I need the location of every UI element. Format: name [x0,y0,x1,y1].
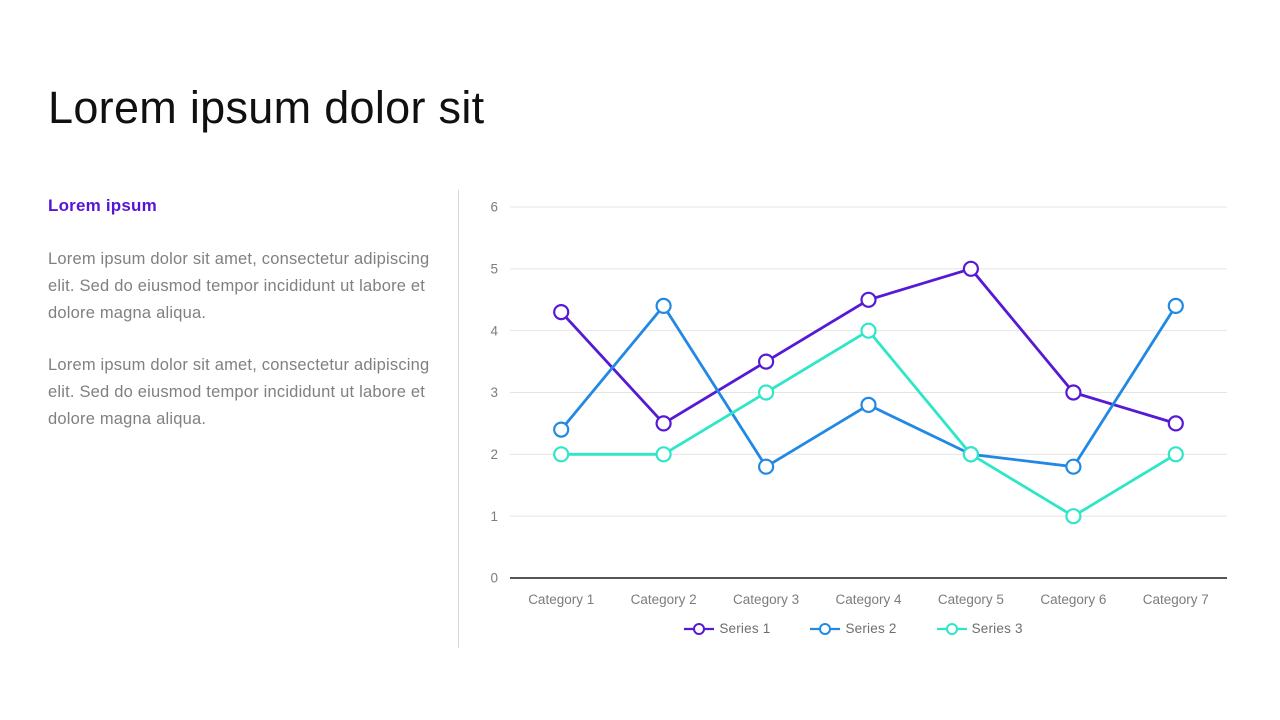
legend-item-label: Series 3 [971,621,1023,636]
data-point-marker-s3 [553,446,570,463]
body-paragraph: Lorem ipsum dolor sit amet, consectetur … [48,356,430,428]
legend-item: Series 2 [810,621,896,636]
y-axis-tick-label: 1 [490,509,498,524]
left-text-panel: Lorem ipsum Lorem ipsum dolor sit amet, … [48,196,430,458]
x-axis-label: Category 6 [1040,592,1106,607]
y-axis-tick-label: 0 [490,571,498,586]
y-axis-tick-label: 2 [490,447,498,462]
legend-item-label: Series 1 [719,621,771,636]
y-axis-tick-label: 4 [490,323,498,338]
y-axis-tick-label: 3 [490,385,498,400]
data-point-marker-s2 [860,396,877,413]
y-axis-tick-label: 5 [490,262,498,277]
data-point-marker-s1 [758,353,775,370]
x-axis-label: Category 2 [631,592,697,607]
data-point-marker-s1 [1167,415,1184,432]
legend-marker-icon [684,622,715,635]
legend-item-label: Series 2 [845,621,897,636]
data-point-marker-s1 [655,415,672,432]
data-point-marker-s1 [860,291,877,308]
x-axis-label: Category 5 [938,592,1004,607]
data-point-marker-s2 [1065,458,1082,475]
data-point-marker-s1 [553,303,570,321]
data-point-marker-s2 [1167,297,1184,315]
data-point-marker-s1 [962,260,979,277]
data-point-marker-s3 [758,384,775,401]
data-point-marker-s3 [860,322,877,339]
data-point-marker-s3 [962,446,979,463]
legend-marker-icon [810,622,841,635]
data-point-marker-s2 [553,421,570,438]
data-point-marker-s1 [1065,384,1082,401]
data-point-marker-s3 [1167,446,1184,463]
data-point-marker-s2 [655,297,672,315]
chart-canvas: 0 1 2 3 4 5 6 Category 1 Category 2 Category 3 Cat… [490,200,1227,607]
x-axis-label: Category 7 [1143,592,1209,607]
slide-title: Lorem ipsum dolor sit [48,82,485,134]
x-axis-label: Category 4 [835,592,902,607]
x-axis-label: Category 1 [528,592,594,607]
series-line-3 [559,329,1178,518]
section-heading: Lorem ipsum [48,196,157,215]
data-point-marker-s3 [655,446,672,463]
legend-item: Series 1 [684,621,770,636]
line-chart: 0 1 2 3 4 5 6 Category 1 Category 2 Category 3 Cat… [480,195,1240,650]
legend-marker-icon [936,622,967,635]
chart-legend: Series 1 Series 2 Series 3 [480,621,1227,636]
legend-item: Series 3 [936,621,1023,636]
data-point-marker-s2 [758,458,775,475]
y-axis-tick-label: 6 [490,200,498,215]
data-point-marker-s3 [1065,508,1082,525]
body-paragraph: Lorem ipsum dolor sit amet, consectetur … [48,250,430,322]
vertical-divider [458,190,459,648]
x-axis-label: Category 3 [733,592,799,607]
